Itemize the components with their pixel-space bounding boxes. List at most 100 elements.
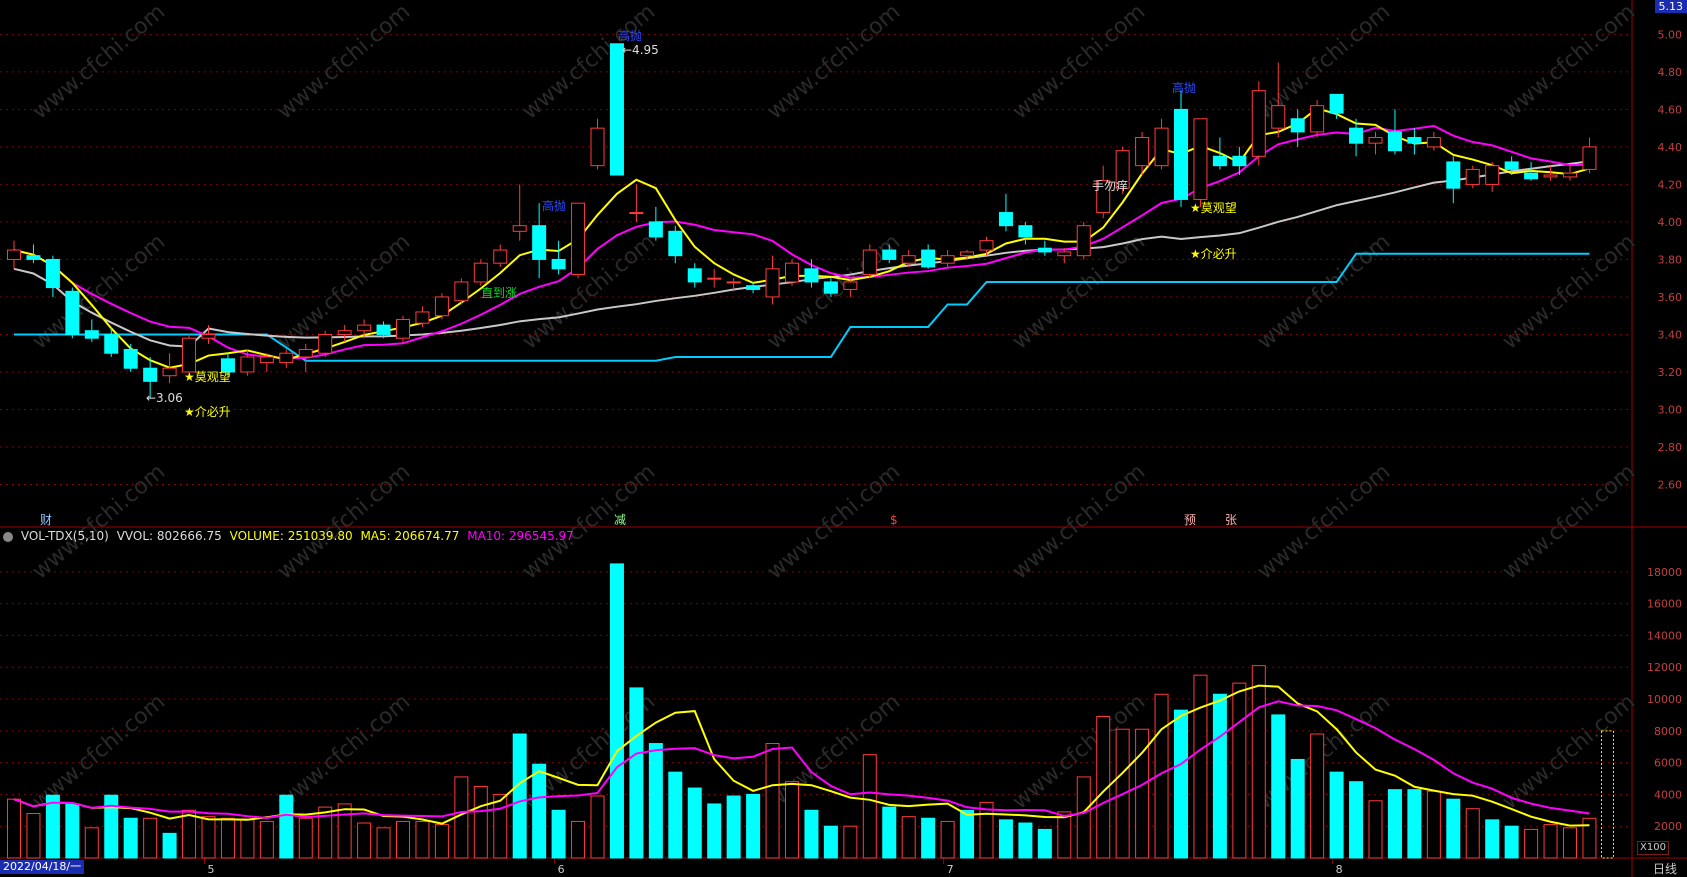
volume-bar [1232,682,1247,859]
rise-signal-tag: ★介必升 [184,405,231,419]
volume-bar [882,806,897,859]
candle-body [1524,172,1539,180]
volume-bar [1524,828,1539,859]
candle-body [804,268,819,283]
candle-body [668,230,683,257]
volume-bar [862,754,877,859]
candle-body [376,324,391,335]
candle-body [298,348,313,358]
x-tick-label: 5 [208,863,215,876]
volume-bar [434,824,449,859]
volume-bar [998,819,1013,859]
candle-body [1504,161,1519,170]
price-tick-label: 3.40 [1658,328,1683,341]
candle-body [1446,161,1461,189]
event-mark: 财 [40,513,52,527]
volume-bar [7,798,21,859]
candle-body [415,311,430,324]
candlesticks[interactable] [7,43,1597,399]
watermark-text: www.cfchi.com [28,229,170,354]
watermark-text: www.cfchi.com [763,0,905,125]
candle-body [609,43,624,176]
volume-bar [590,795,605,859]
volume-bar [1368,800,1383,859]
period-label[interactable]: 日线 [1652,862,1677,876]
ma-long-line [13,160,1590,348]
candle-body [104,333,119,354]
volume-bar [1212,693,1227,859]
volume-bar [182,809,197,859]
candle-body [123,348,138,369]
volume-bar [1290,758,1305,859]
candle-body [532,225,547,260]
volume-bar [1407,789,1422,859]
volume-bar [823,825,838,859]
volume-bar [551,809,566,859]
candle-body [843,281,858,290]
volume-bar [1504,825,1519,859]
volume-tick-label: 12000 [1647,661,1682,674]
candle-body [960,251,975,257]
candle-body [357,324,372,332]
rise-signal-tag: ★介必升 [1190,247,1237,261]
sell-signal-tag: 高抛 [1172,80,1196,95]
candle-body [1485,165,1500,185]
candle-body [1174,108,1188,200]
candle-body [1037,247,1052,253]
volume-header: VOL-TDX(5,10) VVOL: 802666.75 VOLUME: 25… [0,528,578,544]
volume-bars[interactable] [7,563,1614,859]
volume-bar [45,794,60,859]
price-tick-label: 2.60 [1658,478,1683,491]
candle-body [1349,127,1364,144]
x100-label: X100 [1637,841,1669,855]
candle-body [162,367,177,377]
volume-bar [648,743,663,859]
volume-bar [65,803,80,859]
watermark-text: www.cfchi.com [763,689,905,814]
volume-bar [1582,817,1597,859]
watermark-text: www.cfchi.com [273,459,415,584]
candle-body [1329,93,1344,114]
price-tick-label: 4.00 [1658,216,1683,229]
date-cursor-label: 2022/04/18/一 [0,860,85,874]
volume-bar [279,794,294,859]
candle-body [396,318,410,339]
volume-bar [1135,728,1150,859]
volume-bar [123,817,138,859]
volume-bar [901,816,916,859]
candle-body [473,262,488,283]
volume-bar [1349,781,1364,859]
candle-body [940,255,955,264]
watermark: www.cfchi.com www.cfchi.com www.cfchi.com w… [28,0,1640,815]
price-tick-label: 4.60 [1658,103,1683,116]
watermark-text: www.cfchi.com [273,689,415,814]
volume-bar [765,743,780,859]
x-tick-label: 8 [1336,863,1343,876]
volume-bar [259,820,274,859]
event-mark: 减 [614,513,626,527]
candle-body [1368,137,1383,144]
sell-signal-tag: 高抛 [618,28,642,43]
candle-body [590,127,605,167]
candle-body [785,262,799,283]
candle-body [726,281,741,284]
volume-bar [1329,771,1344,859]
volume-tick-label: 10000 [1647,693,1682,706]
volume-bar [532,763,547,859]
candle-body [765,268,780,298]
candle-body [1465,168,1480,185]
candle-body [1426,137,1441,148]
volume-bar [1563,827,1577,859]
candle-body [823,281,838,294]
candle-body [240,356,255,373]
volume-bar [162,832,177,859]
circle-icon[interactable] [3,531,13,542]
candle-body [1135,137,1150,167]
volume-bar [960,809,975,859]
volume-bar [1096,716,1111,859]
volume-bar [785,781,799,859]
volume-bar [1057,811,1072,859]
vvol-value: VVOL: 802666.75 [116,529,222,543]
candle-body [1096,180,1111,214]
